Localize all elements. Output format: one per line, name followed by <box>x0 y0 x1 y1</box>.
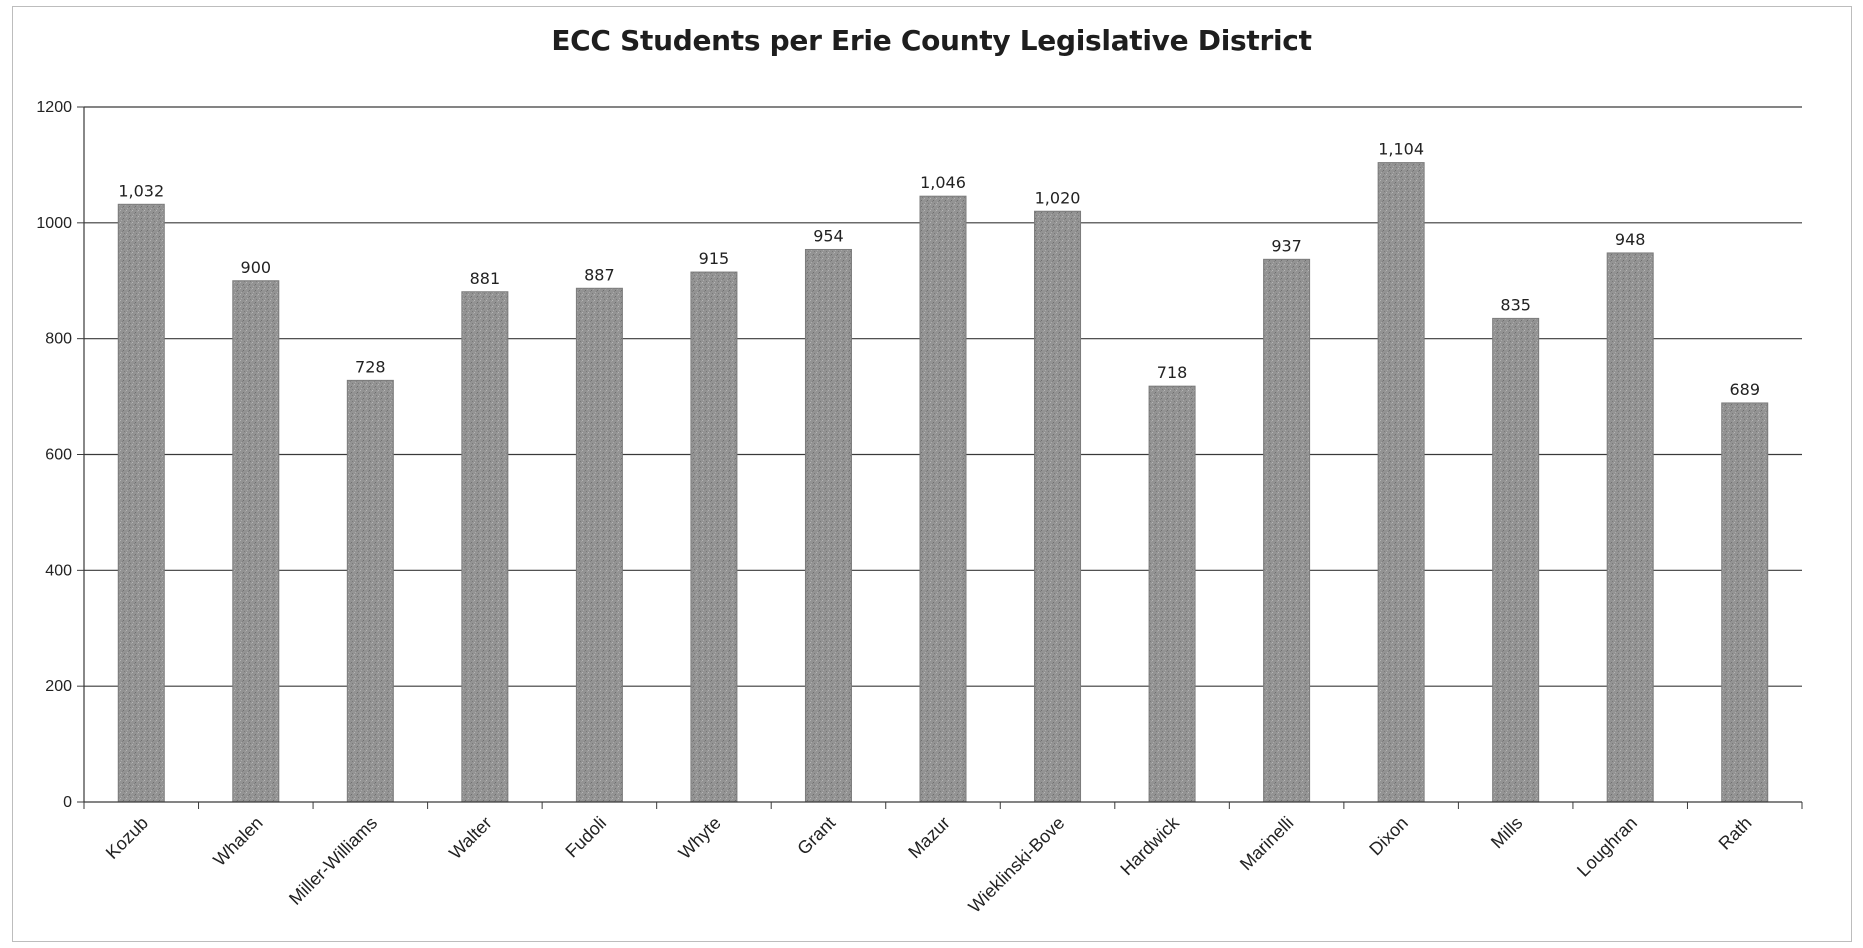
x-category-label: Whyte <box>675 813 725 863</box>
bar <box>690 271 738 803</box>
bar <box>117 203 165 803</box>
x-category-label: Walter <box>445 813 495 863</box>
y-tick-label: 800 <box>45 331 72 348</box>
x-category-label: Hardwick <box>1116 812 1183 879</box>
bar <box>1034 210 1082 803</box>
bar <box>804 248 852 803</box>
data-label: 1,032 <box>118 181 164 200</box>
bar <box>346 379 394 803</box>
y-tick-label: 400 <box>45 562 72 579</box>
bar <box>461 291 509 803</box>
y-tick-label: 200 <box>45 678 72 695</box>
data-label: 900 <box>241 258 272 277</box>
bar <box>575 287 623 803</box>
y-tick-label: 0 <box>63 794 72 811</box>
chart-frame <box>12 6 1852 942</box>
y-tick-label: 600 <box>45 447 72 464</box>
y-tick-label: 1000 <box>36 215 72 232</box>
data-label: 1,020 <box>1035 188 1081 207</box>
data-label: 948 <box>1615 230 1646 249</box>
data-label: 718 <box>1157 363 1188 382</box>
data-label: 954 <box>813 226 844 245</box>
x-category-label: Wieklinski-Bove <box>964 813 1068 917</box>
data-label: 728 <box>355 357 386 376</box>
data-label: 1,104 <box>1378 140 1424 159</box>
bar <box>1606 252 1654 803</box>
x-category-label: Whalen <box>209 813 266 870</box>
data-label: 937 <box>1271 236 1302 255</box>
bar <box>1263 258 1311 803</box>
data-label: 881 <box>470 269 501 288</box>
x-category-label: Mazur <box>904 813 954 863</box>
data-label: 1,046 <box>920 173 966 192</box>
bars <box>117 162 1769 803</box>
x-category-label: Rath <box>1715 813 1756 854</box>
x-category-label: Marinelli <box>1236 813 1298 875</box>
axes <box>77 106 1803 809</box>
y-tick-label: 1200 <box>36 99 72 116</box>
bar <box>1721 402 1769 803</box>
x-category-label: Loughran <box>1573 813 1641 881</box>
bar <box>919 195 967 803</box>
data-label: 689 <box>1729 380 1760 399</box>
x-category-label: Grant <box>793 813 839 859</box>
bar <box>1377 162 1425 803</box>
x-category-label: Mills <box>1487 813 1527 853</box>
chart-title: ECC Students per Erie County Legislative… <box>551 24 1312 57</box>
x-category-label: Fudoli <box>561 813 610 862</box>
x-category-label: Kozub <box>102 813 152 863</box>
x-category-label: Dixon <box>1365 813 1412 860</box>
data-label: 915 <box>699 249 730 268</box>
data-label: 887 <box>584 265 615 284</box>
bar <box>232 280 280 803</box>
x-category-label: Miller-Williams <box>285 813 381 909</box>
bar <box>1148 385 1196 803</box>
bar <box>1492 317 1540 803</box>
data-label: 835 <box>1500 295 1531 314</box>
